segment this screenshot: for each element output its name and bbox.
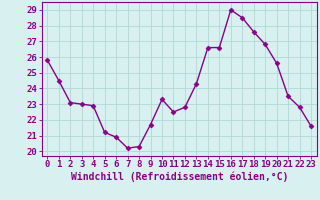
X-axis label: Windchill (Refroidissement éolien,°C): Windchill (Refroidissement éolien,°C) (70, 172, 288, 182)
